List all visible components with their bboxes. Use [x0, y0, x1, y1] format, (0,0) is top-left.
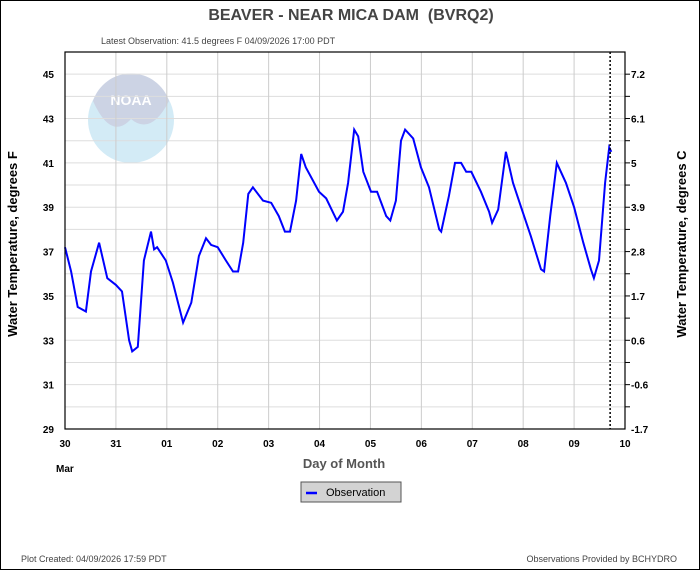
x-tick-label: 06	[416, 439, 428, 450]
plot-created-text: Plot Created: 04/09/2026 17:59 PDT	[21, 554, 167, 564]
observation-series-line	[64, 126, 613, 354]
y-tick-label-left: 35	[43, 292, 55, 303]
y-tick-label-left: 39	[43, 203, 55, 214]
noaa-logo-watermark: NOAA	[88, 73, 174, 163]
x-tick-label: 08	[518, 439, 530, 450]
chart-title: BEAVER - NEAR MICA DAM (BVRQ2)	[208, 7, 493, 24]
x-tick-label: 01	[161, 439, 173, 450]
y-tick-label-left: 37	[43, 248, 55, 259]
y-tick-label-right: 0.6	[631, 336, 645, 347]
x-tick-label: 31	[110, 439, 122, 450]
provider-text: Observations Provided by BCHYDRO	[526, 554, 677, 564]
x-month-label: Mar	[56, 464, 74, 475]
x-tick-label: 04	[314, 439, 326, 450]
y-tick-label-right: 6.1	[631, 115, 645, 126]
latest-observation-text: Latest Observation: 41.5 degrees F 04/09…	[101, 36, 336, 46]
y-axis-label-left: Water Temperature, degrees F	[5, 151, 20, 337]
x-tick-label: 09	[569, 439, 581, 450]
y-tick-label-right: 1.7	[631, 292, 645, 303]
logo-text: NOAA	[110, 92, 151, 108]
x-tick-label: 02	[212, 439, 224, 450]
y-tick-label-left: 29	[43, 425, 55, 436]
y-tick-label-right: -1.7	[631, 425, 649, 436]
y-axis-label-right: Water Temperature, degrees C	[674, 150, 689, 338]
y-tick-label-left: 31	[43, 381, 55, 392]
y-tick-label-right: 5	[631, 159, 637, 170]
y-tick-label-left: 43	[43, 115, 55, 126]
x-tick-label: 05	[365, 439, 377, 450]
plot-frame	[64, 51, 626, 430]
legend-entry-observation: Observation	[326, 487, 385, 499]
x-tick-label: 10	[619, 439, 631, 450]
y-tick-label-right: 7.2	[631, 70, 645, 81]
y-tick-label-left: 33	[43, 336, 55, 347]
legend: Observation	[300, 481, 402, 503]
x-axis-label: Day of Month	[303, 456, 385, 471]
x-tick-label: 03	[263, 439, 275, 450]
y-tick-label-left: 41	[43, 159, 55, 170]
x-tick-label: 07	[467, 439, 479, 450]
y-tick-label-right: -0.6	[631, 381, 649, 392]
x-tick-label: 30	[59, 439, 71, 450]
y-tick-label-right: 3.9	[631, 203, 645, 214]
y-tick-label-left: 45	[43, 70, 55, 81]
y-tick-label-right: 2.8	[631, 248, 645, 259]
